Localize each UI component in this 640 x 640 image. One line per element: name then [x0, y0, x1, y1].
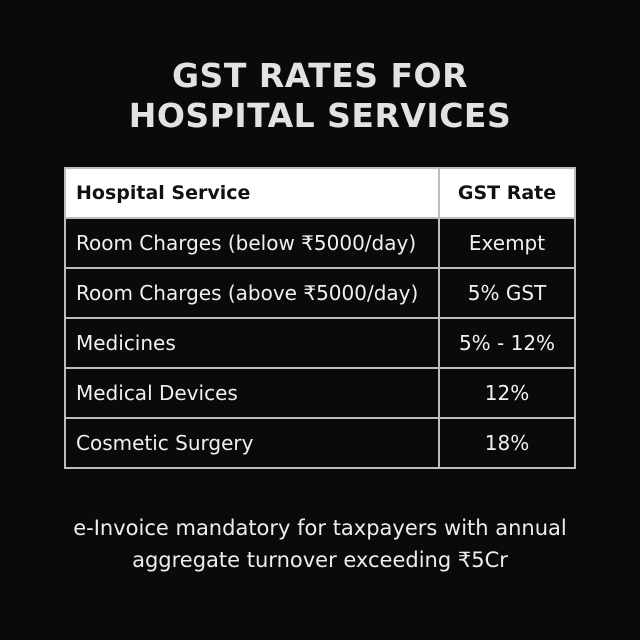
row: Cosmetic Surgery 18% — [64, 417, 576, 469]
column-header: GST Rate — [438, 167, 576, 219]
row: Room Charges (above ₹5000/day) 5% GST — [64, 267, 576, 319]
footer-note: e-Invoice mandatory for taxpayers with a… — [0, 512, 640, 576]
service: Room Charges (below ₹5000/day) — [64, 217, 440, 269]
service: Cosmetic Surgery — [64, 417, 440, 469]
rate: 5% GST — [438, 267, 576, 319]
title-line: HOSPITAL SERVICES — [128, 96, 512, 135]
rate: 18% — [438, 417, 576, 469]
service: Room Charges (above ₹5000/day) — [64, 267, 440, 319]
rate: Exempt — [438, 217, 576, 269]
note-line: e-Invoice mandatory for taxpayers with a… — [73, 516, 567, 540]
rate: 12% — [438, 367, 576, 419]
note-line: aggregate turnover exceeding ₹5Cr — [132, 548, 508, 572]
title-line: GST RATES FOR — [171, 56, 469, 95]
row: Medicines 5% - 12% — [64, 317, 576, 369]
column-header: Hospital Service — [64, 167, 440, 219]
service: Medicines — [64, 317, 440, 369]
gst-table: Hospital Service GST Rate Room Charges (… — [64, 167, 576, 469]
service: Medical Devices — [64, 367, 440, 419]
rate: 5% - 12% — [438, 317, 576, 369]
row: Room Charges (below ₹5000/day) Exempt — [64, 217, 576, 269]
row: Medical Devices 12% — [64, 367, 576, 419]
header-row: Hospital Service GST Rate — [64, 167, 576, 219]
title: GST RATES FOR HOSPITAL SERVICES — [0, 56, 640, 136]
